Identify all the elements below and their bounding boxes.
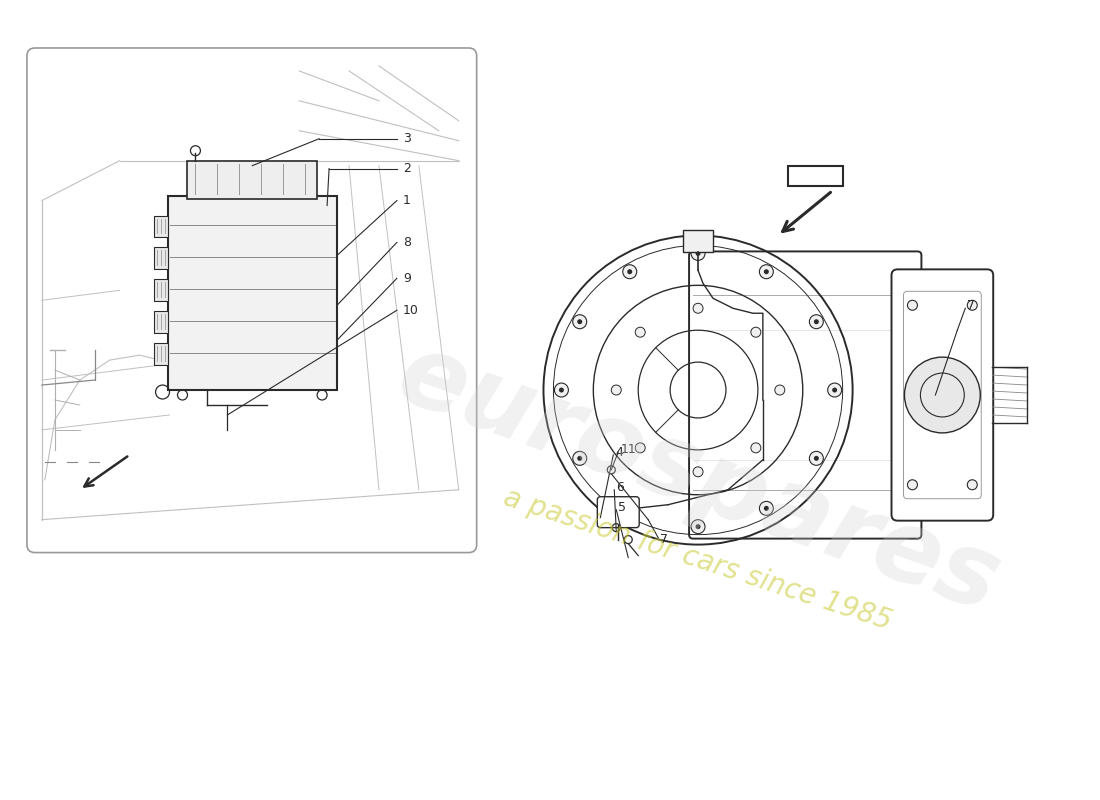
Circle shape xyxy=(810,451,823,466)
Circle shape xyxy=(627,506,632,511)
Text: 7: 7 xyxy=(967,298,976,312)
FancyBboxPatch shape xyxy=(689,251,922,538)
Text: 8: 8 xyxy=(403,236,411,249)
Text: 3: 3 xyxy=(403,132,410,146)
Circle shape xyxy=(763,270,769,274)
Circle shape xyxy=(759,502,773,515)
Circle shape xyxy=(695,251,701,256)
Circle shape xyxy=(751,443,761,453)
Bar xyxy=(912,451,934,459)
Circle shape xyxy=(827,383,842,397)
Bar xyxy=(912,501,934,509)
Circle shape xyxy=(578,456,582,461)
Bar xyxy=(154,279,167,302)
Bar xyxy=(187,161,317,198)
Circle shape xyxy=(635,443,646,453)
FancyBboxPatch shape xyxy=(26,48,476,553)
Bar xyxy=(788,166,843,186)
Circle shape xyxy=(573,314,586,329)
FancyBboxPatch shape xyxy=(891,270,993,521)
Circle shape xyxy=(573,451,586,466)
Bar xyxy=(912,391,934,399)
Text: eurospares: eurospares xyxy=(384,326,1012,634)
Bar xyxy=(683,230,713,253)
Circle shape xyxy=(693,467,703,477)
Circle shape xyxy=(578,319,582,324)
Circle shape xyxy=(810,314,823,329)
Text: 4: 4 xyxy=(615,446,624,459)
Circle shape xyxy=(612,385,621,395)
Bar xyxy=(912,282,934,290)
Circle shape xyxy=(751,327,761,337)
Circle shape xyxy=(967,480,977,490)
Circle shape xyxy=(695,524,701,529)
Text: 9: 9 xyxy=(403,272,410,285)
Circle shape xyxy=(814,456,818,461)
Bar xyxy=(154,343,167,365)
Circle shape xyxy=(691,246,705,260)
Circle shape xyxy=(904,357,980,433)
Circle shape xyxy=(691,520,705,534)
Circle shape xyxy=(763,506,769,511)
Text: 6: 6 xyxy=(616,482,624,494)
Text: 1: 1 xyxy=(403,194,410,207)
Circle shape xyxy=(774,385,784,395)
Circle shape xyxy=(908,480,917,490)
Text: 2: 2 xyxy=(403,162,410,175)
Circle shape xyxy=(635,327,646,337)
Circle shape xyxy=(908,300,917,310)
Bar xyxy=(154,311,167,333)
Circle shape xyxy=(559,387,564,393)
Bar xyxy=(912,331,934,339)
Text: 7: 7 xyxy=(660,533,668,546)
Circle shape xyxy=(554,383,569,397)
Circle shape xyxy=(623,265,637,278)
Text: 10: 10 xyxy=(403,304,419,317)
Circle shape xyxy=(833,387,837,393)
Bar xyxy=(154,247,167,270)
Text: a passion for cars since 1985: a passion for cars since 1985 xyxy=(500,483,895,636)
Circle shape xyxy=(967,300,977,310)
Circle shape xyxy=(814,319,818,324)
Circle shape xyxy=(627,270,632,274)
Circle shape xyxy=(693,303,703,314)
Circle shape xyxy=(623,502,637,515)
FancyBboxPatch shape xyxy=(903,291,981,498)
Circle shape xyxy=(759,265,773,278)
Text: 11: 11 xyxy=(620,443,636,456)
Text: 5: 5 xyxy=(618,501,626,514)
FancyBboxPatch shape xyxy=(597,497,639,528)
Bar xyxy=(167,195,337,390)
Bar xyxy=(154,215,167,238)
